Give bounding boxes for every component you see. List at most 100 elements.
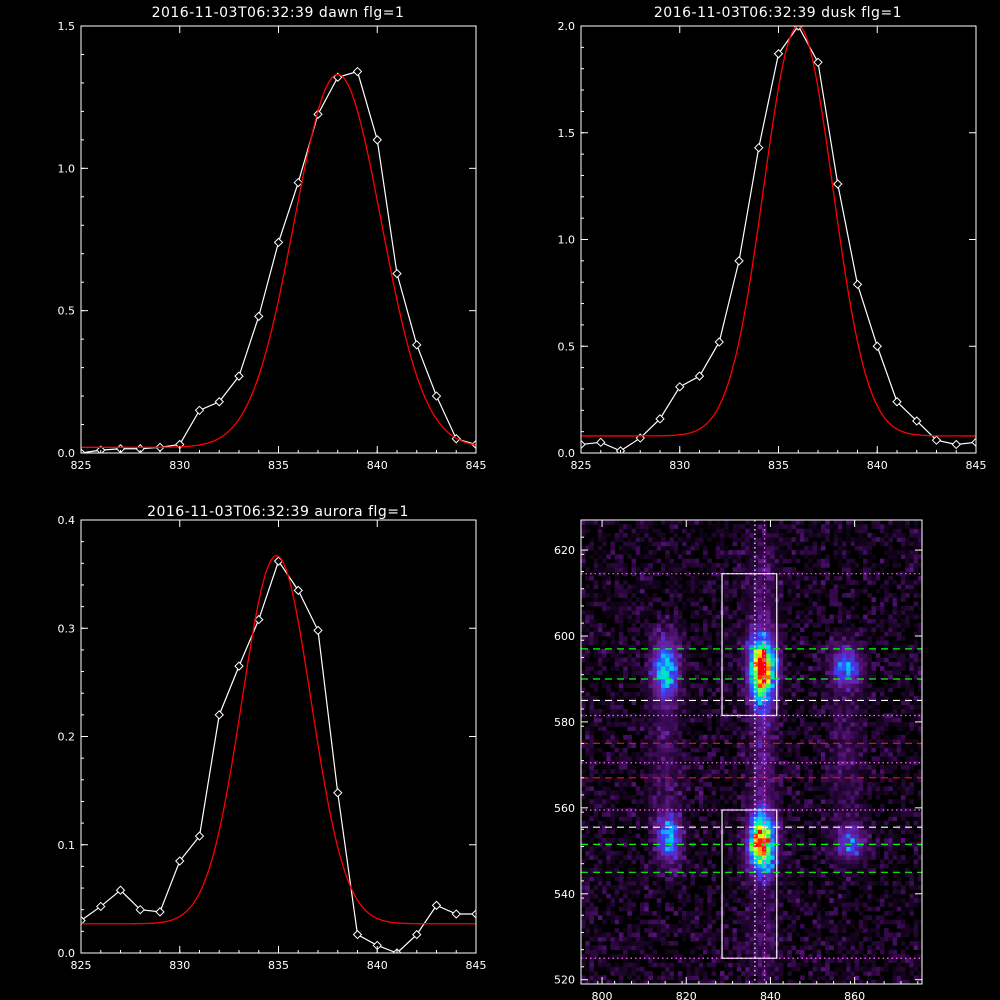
- dusk-data-point: [734, 256, 744, 266]
- dusk-data-point: [694, 371, 705, 381]
- image-xtick-label: 800: [592, 990, 613, 1000]
- dawn-ytick-label: 1.5: [58, 20, 76, 33]
- dusk-ytick-label: 0.5: [558, 340, 576, 353]
- aurora-data-point: [293, 585, 303, 596]
- panel-aurora-title: 2016-11-03T06:32:39 aurora flg=1: [147, 504, 409, 520]
- panel-dusk: 2016-11-03T06:32:39 dusk flg=1 825 830 835…: [558, 5, 987, 472]
- aurora-data-point: [115, 885, 126, 895]
- image-ytick-label: 600: [554, 630, 575, 643]
- aurora-data-point: [135, 904, 145, 915]
- aurora-data-point: [352, 929, 363, 940]
- dawn-data-point: [352, 66, 363, 77]
- aurora-ytick-label: 0.2: [58, 731, 76, 744]
- image-xtick-label: 820: [676, 990, 697, 1000]
- dusk-data-point: [912, 416, 922, 426]
- dawn-data-point: [81, 448, 86, 453]
- panel-dawn: 2016-11-03T06:32:39 dawn flg=1 825 830 835…: [58, 5, 487, 472]
- panel-image-ticks: 800 820 840 860 520 540 560 580 600 620: [554, 519, 922, 1000]
- dusk-data-point: [655, 414, 665, 424]
- panel-dusk-title: 2016-11-03T06:32:39 dusk flg=1: [654, 5, 902, 21]
- dusk-data-point: [892, 397, 902, 407]
- image-ytick-label: 620: [554, 544, 575, 557]
- image-ytick-label: 520: [554, 974, 575, 987]
- image-pixels: [581, 520, 922, 984]
- aurora-data-point: [431, 900, 442, 911]
- aurora-data-point: [313, 625, 323, 636]
- aurora-xtick-label: 835: [268, 959, 289, 972]
- panel-aurora-ticks: 825 830 835 840 845 0.0 0.1 0.2 0.3 0.4: [58, 514, 487, 972]
- dusk-ytick-label: 2.0: [558, 20, 576, 33]
- dusk-data-point: [773, 49, 784, 59]
- dawn-ytick-label: 0.0: [58, 447, 76, 460]
- aurora-data-point: [333, 788, 343, 798]
- dawn-xtick-label: 825: [71, 459, 92, 472]
- dawn-data-point: [392, 268, 402, 279]
- panel-dawn-title: 2016-11-03T06:32:39 dawn flg=1: [152, 5, 405, 21]
- aurora-data-point: [175, 856, 185, 866]
- panel-dawn-ticks: 825 830 835 840 845 0.0 0.5 1.0 1.5: [58, 20, 487, 472]
- aurora-xtick-label: 825: [71, 959, 92, 972]
- panel-image-axes-frame: [580, 519, 923, 985]
- dusk-data-point: [754, 142, 764, 153]
- aurora-fit-curve: [81, 555, 476, 925]
- panel-dusk-ticks: 825 830 835 840 845 0.0 0.5 1.0 1.5 2.0: [558, 20, 987, 472]
- aurora-observed-line: [81, 559, 476, 953]
- panel-image: 800 820 840 860 520 540 560 580 600 620: [554, 519, 923, 1000]
- aurora-data-point: [194, 831, 205, 841]
- dusk-ytick-label: 1.5: [558, 127, 576, 140]
- dawn-data-point: [273, 237, 284, 248]
- dusk-data-point: [581, 439, 586, 450]
- aurora-xtick-label: 830: [169, 959, 190, 972]
- dawn-data-point: [214, 397, 224, 407]
- dawn-data-point: [254, 311, 264, 322]
- aurora-data-point: [96, 901, 106, 912]
- image-ytick-label: 580: [554, 716, 575, 729]
- image-extraction-box: [721, 573, 778, 717]
- dusk-data-point: [714, 337, 724, 347]
- dawn-data-point: [431, 391, 442, 401]
- panel-dusk-plot-area: [581, 26, 976, 453]
- dusk-data-point: [596, 437, 606, 448]
- dawn-data-point: [194, 405, 205, 416]
- aurora-data-point: [155, 907, 165, 917]
- aurora-data-point: [451, 909, 461, 919]
- dusk-data-point: [951, 439, 961, 450]
- dusk-data-point: [615, 446, 626, 453]
- dusk-xtick-label: 835: [768, 459, 789, 472]
- dawn-xtick-label: 840: [367, 459, 388, 472]
- dawn-fit-curve: [81, 73, 476, 448]
- dusk-data-point: [675, 382, 685, 392]
- dusk-xtick-label: 845: [966, 459, 987, 472]
- aurora-xtick-label: 840: [367, 959, 388, 972]
- panel-aurora-plot-area: [81, 555, 476, 953]
- panel-aurora-axes-frame: [80, 519, 477, 954]
- dawn-data-point: [372, 135, 382, 145]
- dawn-data-point: [234, 371, 244, 381]
- dusk-data-point: [971, 437, 976, 448]
- aurora-data-point: [234, 661, 244, 671]
- dusk-data-point: [872, 341, 882, 351]
- dawn-data-point: [412, 340, 422, 350]
- aurora-data-point: [412, 929, 422, 940]
- dusk-data-point: [833, 179, 843, 189]
- dusk-data-point: [813, 57, 823, 68]
- panel-image-plot-area: [581, 520, 922, 984]
- dawn-xtick-label: 835: [268, 459, 289, 472]
- dawn-ytick-label: 0.5: [58, 305, 76, 318]
- dusk-data-point: [931, 435, 942, 445]
- aurora-xtick-label: 845: [466, 959, 487, 972]
- dawn-data-point: [293, 177, 303, 188]
- aurora-data-point: [81, 915, 86, 926]
- image-ytick-label: 540: [554, 888, 575, 901]
- image-ytick-label: 560: [554, 802, 575, 815]
- aurora-ytick-label: 0.4: [58, 514, 76, 527]
- aurora-data-point: [471, 909, 476, 919]
- dawn-observed-line: [81, 70, 476, 453]
- image-extraction-box: [721, 809, 778, 959]
- image-xtick-label: 840: [760, 990, 781, 1000]
- image-xtick-label: 860: [844, 990, 865, 1000]
- dusk-ytick-label: 0.0: [558, 447, 576, 460]
- dusk-ytick-label: 1.0: [558, 234, 576, 247]
- dawn-xtick-label: 845: [466, 459, 487, 472]
